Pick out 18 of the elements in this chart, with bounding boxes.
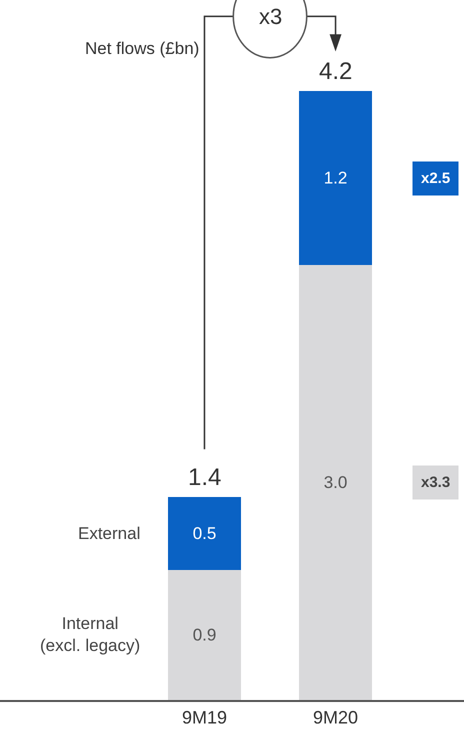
bar [168, 570, 241, 700]
data-label: 0.5 [192, 524, 216, 543]
data-label: 1.2 [324, 168, 348, 188]
x-tick-label: 9M20 [313, 707, 358, 728]
bar [299, 265, 372, 700]
text: x3.3 [421, 474, 450, 491]
text: x3 [259, 4, 282, 29]
series-label: External [78, 524, 140, 543]
bar [168, 497, 241, 570]
chart-title: Net flows (£bn) [85, 39, 200, 58]
text: x2.5 [421, 170, 450, 187]
total-label: 4.2 [319, 58, 352, 85]
data-label: 0.9 [192, 626, 216, 644]
bar [299, 91, 372, 265]
x-tick-label: 9M19 [182, 707, 227, 728]
data-label: 3.0 [324, 473, 348, 492]
series-label: Internal (excl. legacy) [40, 614, 140, 656]
total-label: 1.4 [188, 464, 222, 491]
